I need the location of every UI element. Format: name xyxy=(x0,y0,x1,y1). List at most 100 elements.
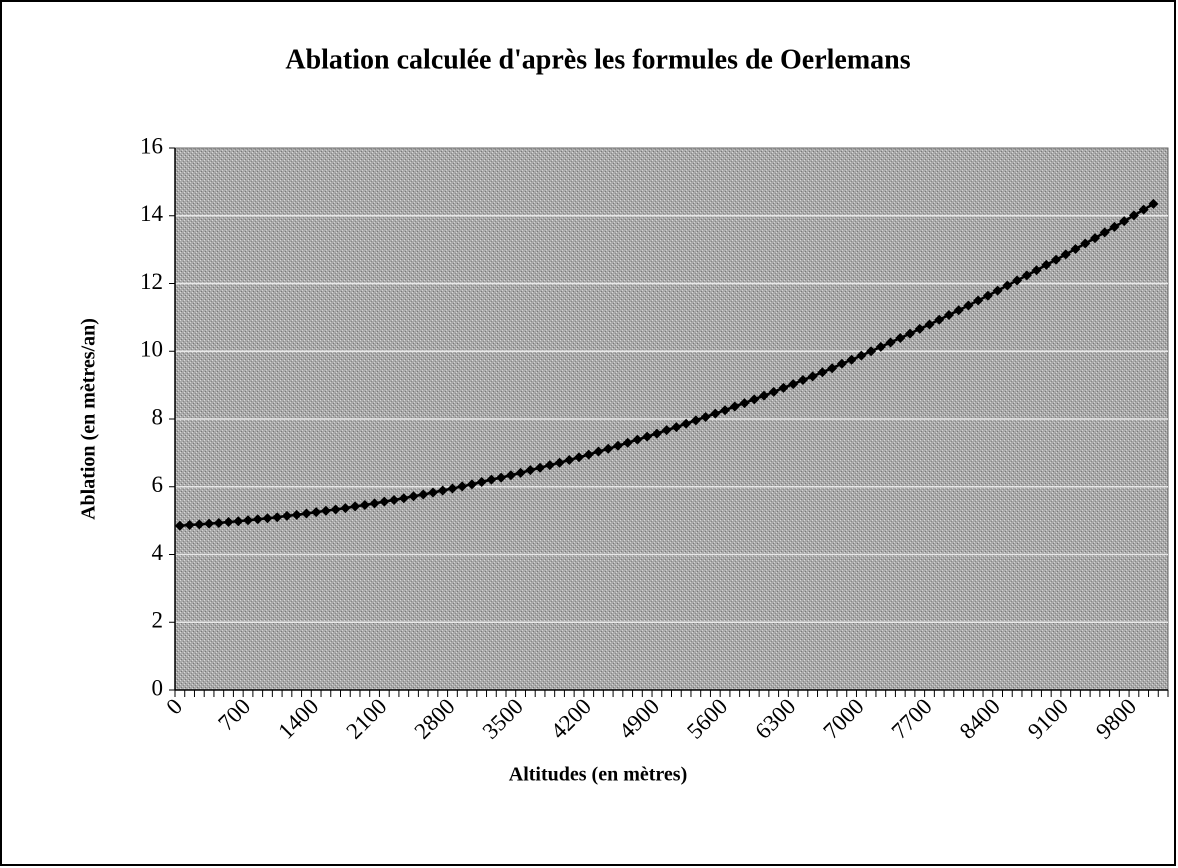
marker xyxy=(797,375,808,386)
marker xyxy=(603,443,614,454)
marker xyxy=(525,465,536,476)
y-tick-label: 14 xyxy=(140,201,164,226)
marker xyxy=(690,415,701,426)
y-axis-label: Ablation (en mètres/an) xyxy=(78,318,100,520)
marker xyxy=(622,437,633,448)
marker xyxy=(252,514,263,525)
marker xyxy=(554,457,565,468)
marker xyxy=(982,290,993,301)
marker xyxy=(778,382,789,393)
marker xyxy=(457,481,468,492)
marker xyxy=(1089,233,1100,244)
marker xyxy=(1060,249,1071,260)
marker xyxy=(856,350,867,361)
marker xyxy=(398,493,409,504)
y-tick-label: 8 xyxy=(152,404,164,429)
marker xyxy=(817,367,828,378)
marker xyxy=(447,483,458,494)
marker xyxy=(661,425,672,436)
chart-title: Ablation calculée d'après les formules d… xyxy=(285,44,910,75)
marker xyxy=(905,328,916,339)
x-axis-label: Altitudes (en mètres) xyxy=(509,764,687,786)
marker xyxy=(564,454,575,465)
marker xyxy=(486,474,497,485)
marker xyxy=(583,449,594,460)
marker xyxy=(496,472,507,483)
marker xyxy=(213,517,224,528)
marker xyxy=(827,363,838,374)
marker xyxy=(1109,221,1120,232)
marker xyxy=(943,310,954,321)
marker xyxy=(281,510,292,521)
marker xyxy=(1119,216,1130,227)
marker xyxy=(243,515,254,526)
marker xyxy=(505,470,516,481)
marker xyxy=(184,520,195,531)
marker xyxy=(953,305,964,316)
marker xyxy=(758,390,769,401)
marker xyxy=(320,505,331,516)
marker xyxy=(846,354,857,365)
marker xyxy=(1002,280,1013,291)
marker xyxy=(359,500,370,511)
marker xyxy=(992,285,1003,296)
marker xyxy=(330,504,341,515)
marker xyxy=(262,513,273,524)
marker xyxy=(466,479,477,490)
marker xyxy=(233,516,244,527)
marker xyxy=(174,520,185,531)
marker xyxy=(671,422,682,433)
marker xyxy=(836,358,847,369)
marker xyxy=(807,371,818,382)
marker xyxy=(194,519,205,530)
marker xyxy=(895,333,906,344)
marker xyxy=(593,446,604,457)
marker xyxy=(612,440,623,451)
marker xyxy=(272,512,283,523)
marker xyxy=(768,386,779,397)
y-tick-label: 6 xyxy=(152,472,164,497)
marker xyxy=(651,428,662,439)
marker xyxy=(544,460,555,471)
marker xyxy=(223,516,234,527)
y-tick-label: 4 xyxy=(152,540,164,565)
y-tick-label: 2 xyxy=(152,608,164,633)
marker xyxy=(1128,210,1139,221)
marker xyxy=(729,401,740,412)
y-tick-label: 10 xyxy=(140,337,163,362)
marker xyxy=(681,418,692,429)
marker xyxy=(1041,259,1052,270)
marker xyxy=(1148,198,1159,209)
marker xyxy=(204,518,215,529)
marker xyxy=(866,346,877,357)
marker xyxy=(914,323,925,334)
marker xyxy=(418,489,429,500)
marker xyxy=(515,467,526,478)
marker xyxy=(1031,265,1042,276)
marker xyxy=(875,341,886,352)
marker xyxy=(311,507,322,518)
y-tick-label: 16 xyxy=(140,133,163,158)
marker xyxy=(1021,270,1032,281)
marker xyxy=(642,431,653,442)
marker xyxy=(340,503,351,514)
y-tick-label: 0 xyxy=(152,675,164,700)
y-tick-label: 12 xyxy=(140,269,163,294)
marker xyxy=(437,485,448,496)
marker xyxy=(1051,254,1062,265)
marker xyxy=(739,398,750,409)
marker xyxy=(749,394,760,405)
marker xyxy=(389,494,400,505)
marker xyxy=(1080,238,1091,249)
marker xyxy=(885,337,896,348)
marker xyxy=(1012,275,1023,286)
marker xyxy=(710,408,721,419)
marker xyxy=(301,508,312,519)
marker xyxy=(574,452,585,463)
marker xyxy=(369,498,380,509)
marker xyxy=(1138,204,1149,215)
marker xyxy=(934,314,945,325)
marker xyxy=(963,300,974,311)
marker xyxy=(632,434,643,445)
